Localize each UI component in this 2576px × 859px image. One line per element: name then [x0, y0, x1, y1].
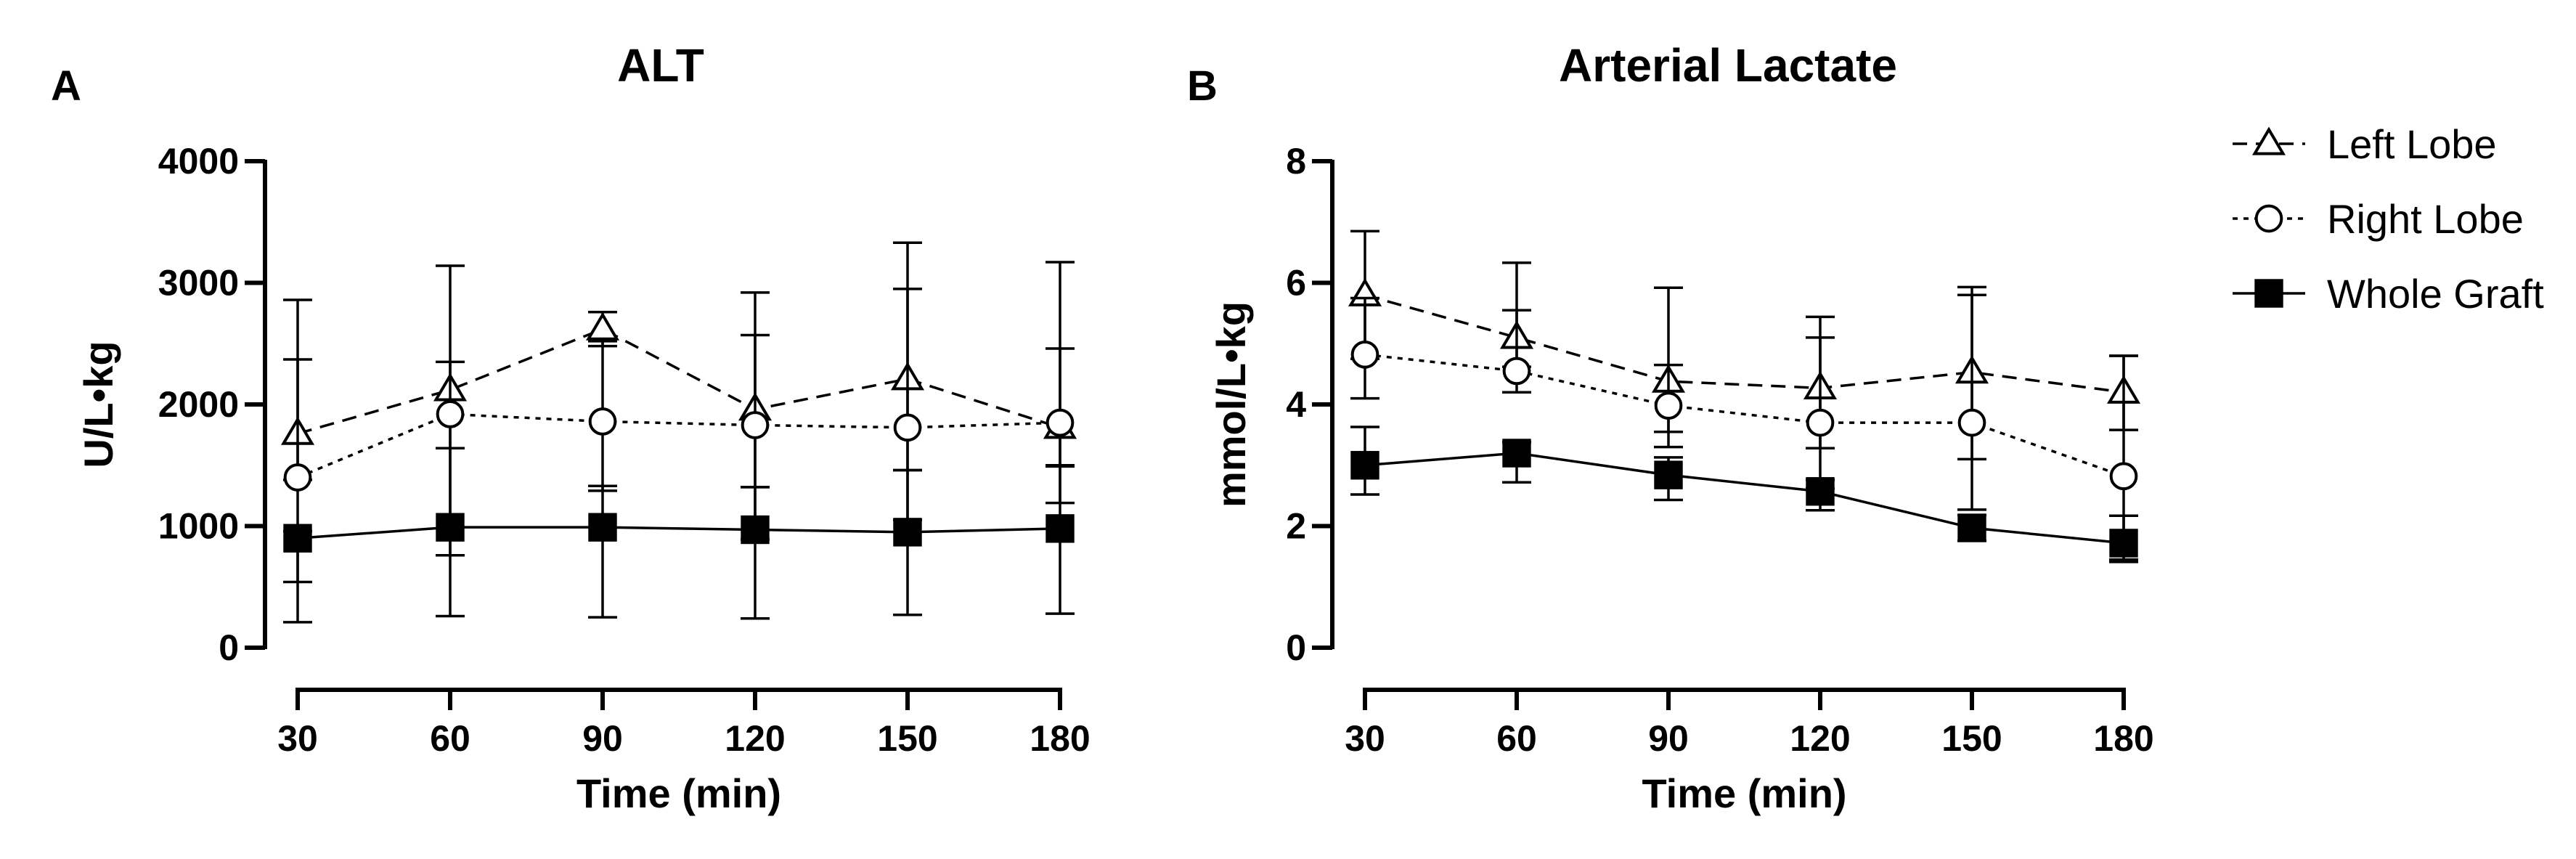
legend: Left Lobe Right Lobe Whole Graft [2233, 121, 2544, 317]
y-tick-label: 3000 [158, 263, 239, 304]
series-line [1364, 452, 2124, 545]
y-tick-label: 1000 [158, 506, 239, 547]
x-tick-label: 90 [1648, 718, 1689, 759]
series-left-lobe [1348, 229, 2141, 461]
x-axis-label: Time (min) [576, 770, 781, 816]
x-tick-label: 90 [582, 718, 623, 759]
x-tick-label: 120 [725, 718, 785, 759]
panel-label: B [1187, 62, 1218, 110]
data-point [283, 463, 312, 492]
chart-title: Arterial Lactate [1559, 39, 1897, 91]
data-point [1350, 451, 1379, 480]
legend-marker [2254, 279, 2283, 308]
x-tick-label: 150 [877, 718, 937, 759]
data-point [588, 513, 617, 542]
y-tick-label: 8 [1286, 141, 1306, 182]
data-point [1957, 513, 1986, 542]
y-tick-label: 4 [1286, 384, 1306, 425]
x-tick-label: 30 [1345, 718, 1385, 759]
y-tick-label: 2 [1286, 506, 1306, 547]
legend-label: Whole Graft [2327, 271, 2544, 317]
legend-marker [2254, 204, 2283, 233]
y-axis-label: mmol/L•kg [1208, 301, 1254, 508]
data-point [585, 312, 620, 341]
data-point [893, 518, 922, 547]
data-point [1806, 477, 1835, 506]
data-point [741, 411, 770, 439]
x-tick-label: 150 [1941, 718, 2002, 759]
x-tick-label: 60 [430, 718, 470, 759]
data-point [1502, 357, 1531, 386]
legend-item: Left Lobe [2233, 121, 2497, 167]
x-tick-label: 30 [277, 718, 318, 759]
chart-title: ALT [617, 39, 704, 91]
legend-label: Right Lobe [2327, 196, 2524, 242]
data-point [2109, 462, 2138, 491]
x-tick-label: 60 [1496, 718, 1537, 759]
y-tick-label: 6 [1286, 263, 1306, 304]
series-whole-graft [1350, 426, 2138, 563]
series-right-lobe [1350, 293, 2138, 561]
series-line [1364, 293, 2124, 394]
data-point [2109, 529, 2138, 558]
data-point [436, 513, 465, 542]
data-point [283, 524, 312, 553]
y-tick-label: 0 [1286, 627, 1306, 668]
series-line [297, 327, 1061, 435]
panel-label: A [51, 62, 81, 110]
data-point [1046, 408, 1075, 437]
series-left-lobe [280, 288, 1077, 505]
x-tick-label: 180 [1030, 718, 1090, 759]
data-point [436, 400, 465, 428]
panel-alt: A ALT 0 1000 2000 3000 4000 30 60 90 120 150 180 Time… [51, 39, 1091, 816]
data-point [1957, 408, 1986, 437]
legend-marker [2251, 126, 2286, 155]
data-point [741, 515, 770, 545]
data-point [893, 413, 922, 442]
data-point [1502, 439, 1531, 468]
data-point [588, 407, 617, 436]
data-point [1654, 460, 1683, 489]
data-point [1046, 514, 1075, 543]
panel-arterial-lactate: B Arterial Lactate 0 2 4 6 8 30 60 90 120 150 180 Tim… [1187, 39, 2154, 816]
x-tick-label: 120 [1790, 718, 1850, 759]
legend-item: Whole Graft [2233, 271, 2544, 317]
series-whole-graft [283, 447, 1075, 624]
data-point [1350, 340, 1379, 369]
y-tick-label: 2000 [158, 384, 239, 425]
legend-item: Right Lobe [2233, 196, 2524, 242]
series-line [1364, 353, 2124, 478]
y-tick-label: 4000 [158, 141, 239, 182]
data-point [1654, 391, 1683, 420]
x-tick-label: 180 [2093, 718, 2153, 759]
series-line [297, 412, 1061, 479]
legend-label: Left Lobe [2327, 121, 2497, 167]
series-line [297, 526, 1061, 540]
x-axis-label: Time (min) [1642, 770, 1846, 816]
data-point [1806, 408, 1835, 437]
y-tick-label: 0 [219, 627, 239, 668]
y-axis-label: U/L•kg [76, 341, 121, 468]
